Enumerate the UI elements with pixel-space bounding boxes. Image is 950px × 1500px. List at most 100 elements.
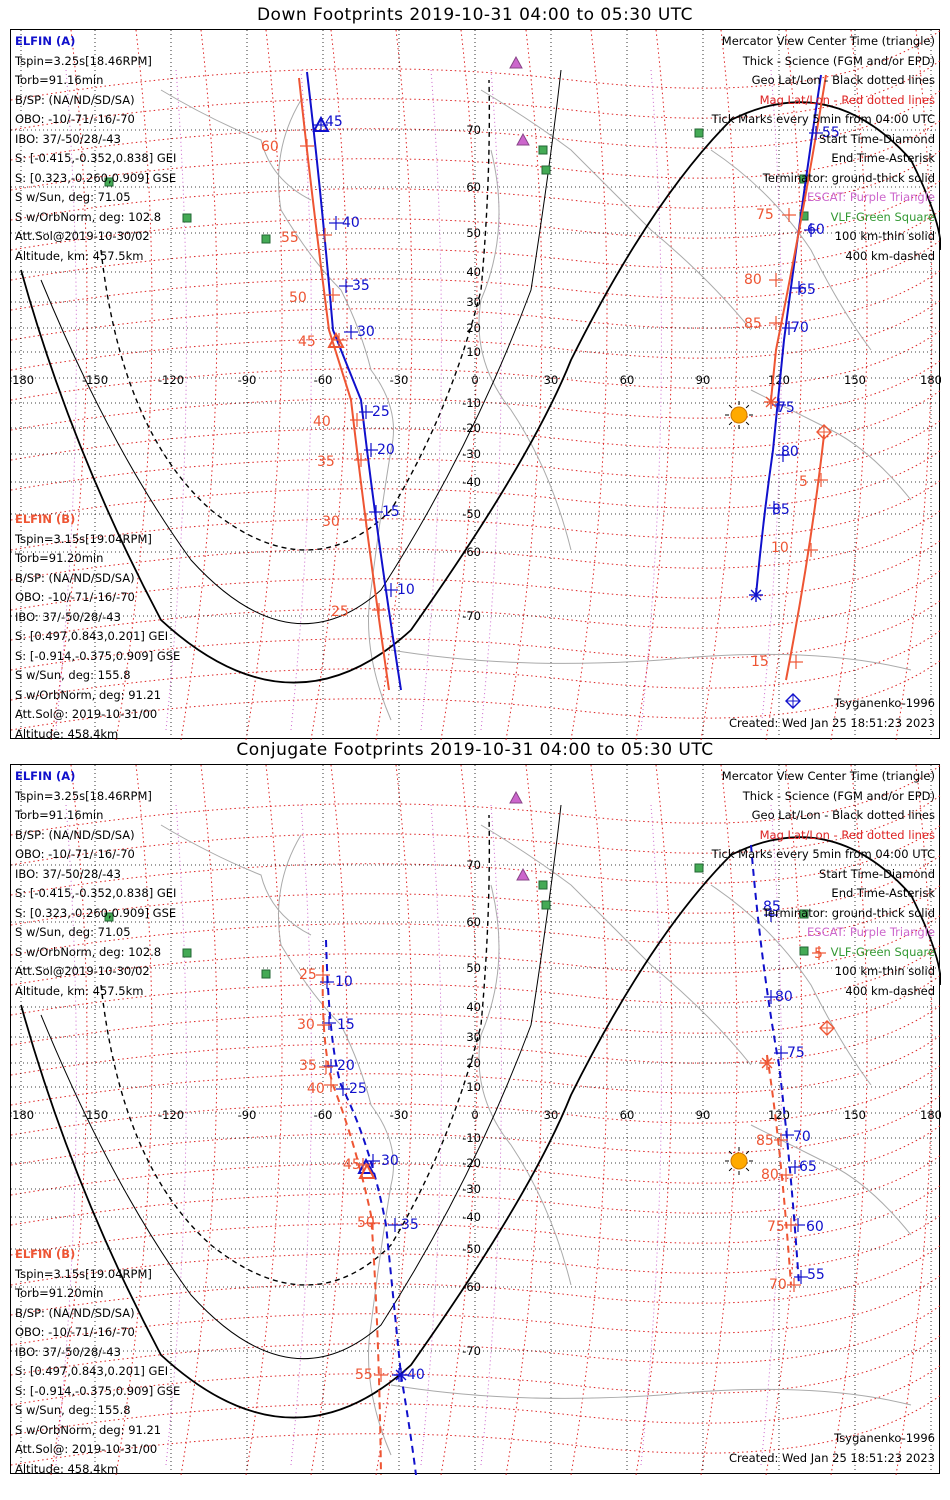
legend-line: End Time-Asterisk — [831, 151, 935, 165]
info-line: B/SP: (NA/ND/SD/SA) — [15, 92, 135, 107]
escat-line — [480, 804, 502, 1466]
info-line: IBO: 37/-50/28/-43 — [15, 866, 121, 881]
elfin-b-center-triangle — [358, 1162, 376, 1179]
legend-down: Mercator View Center Time (triangle) Thi… — [712, 32, 935, 266]
elfin-b-tick: 25 — [299, 967, 317, 983]
elfin-a-heading: ELFIN (A) — [15, 34, 76, 48]
lat-tick-label: 60 — [466, 180, 481, 194]
coastline — [278, 99, 394, 721]
info-line: B/SP: (NA/ND/SD/SA) — [15, 570, 135, 585]
elfin-b-tick: 30 — [322, 514, 340, 530]
legend-line: VLF-Green Square — [830, 944, 935, 959]
info-line: Altitude: 458.4km — [15, 726, 119, 741]
info-line: S: [-0.914,-0.375,0.909] GSE — [15, 648, 181, 663]
info-line: Torb=91.16min — [15, 808, 104, 822]
mag-lat-line — [11, 149, 941, 221]
info-line: Tspin=3.25s[18.46RPM] — [15, 53, 152, 68]
lat-tick-label: -10 — [462, 1131, 481, 1145]
info-line: S w/OrbNorm, deg: 91.21 — [15, 687, 162, 702]
legend-line: Tick Marks every 5min from 04:00 UTC — [711, 847, 935, 861]
mag-lon-line — [245, 30, 283, 740]
mag-lat-line — [11, 30, 941, 101]
elfin-a-center-triangle — [312, 115, 330, 132]
mag-lon-line — [115, 765, 153, 1475]
lat-tick-label: 50 — [466, 226, 481, 240]
info-line: Tspin=3.15s[19.04RPM] — [15, 1266, 152, 1281]
info-line: S w/OrbNorm, deg: 91.21 — [15, 1422, 162, 1437]
elfin-a-info-down: ELFIN (A) Tspin=3.25s[18.46RPM] Torb=91.… — [15, 32, 176, 266]
elfin-a-track-west — [325, 939, 417, 1475]
elfin-a-tick: 65 — [798, 282, 816, 298]
elfin-a-tick: 15 — [382, 504, 400, 520]
lat-tick-label: 40 — [466, 1000, 481, 1014]
elfin-b-tick: 75 — [767, 1219, 785, 1235]
elfin-b-tick: 45 — [298, 334, 316, 350]
lon-tick-label: 90 — [696, 373, 711, 387]
elfin-b-tick: 55 — [281, 230, 299, 246]
lat-tick-label: -40 — [462, 1210, 481, 1224]
lon-tick-label: -60 — [314, 373, 333, 387]
info-line: Tspin=3.25s[18.46RPM] — [15, 788, 152, 803]
elfin-a-tick: 85 — [763, 899, 781, 915]
elfin-b-track-east — [766, 1054, 792, 1286]
info-line: IBO: 37/-50/28/-43 — [15, 1344, 121, 1359]
elfin-a-tick: 40 — [342, 215, 360, 231]
legend-line: Mag Lat/Lon - Red dotted lines — [759, 92, 935, 107]
mag-lat-line — [11, 914, 941, 986]
info-line: OBO: -10/-71/-16/-70 — [15, 1325, 135, 1339]
lat-tick-label: 40 — [466, 265, 481, 279]
lon-tick-label: 150 — [844, 1108, 866, 1122]
end-asterisk — [395, 1369, 407, 1381]
escat-triangle — [516, 867, 530, 881]
panel-title-conj: Conjugate Footprints 2019-10-31 04:00 to… — [236, 740, 714, 760]
elfin-b-tick: 80 — [744, 272, 762, 288]
elfin-b-tick: 45 — [343, 1157, 361, 1173]
map-canvas-down: -180-150-120-90-60-300306090120150180706… — [11, 30, 941, 740]
mag-lon-line — [765, 30, 803, 740]
info-line: S: [-0.415,-0.352,0.838] GEI — [15, 886, 177, 900]
mag-lon-line — [570, 765, 608, 1475]
mag-lon-line — [505, 765, 543, 1475]
mag-lat-line — [11, 659, 941, 731]
mag-lon-line — [50, 765, 88, 1475]
sun-ray — [728, 421, 733, 426]
vlf-square — [261, 234, 271, 244]
elfin-a-tick: 80 — [775, 989, 793, 1005]
mag-lat-line — [11, 1064, 941, 1136]
elfin-a-tick: 10 — [397, 582, 415, 598]
elfin-a-tick: 25 — [349, 1081, 367, 1097]
elfin-b-tick: 10 — [771, 540, 789, 556]
elfin-b-tick: 85 — [756, 1133, 774, 1149]
lon-tick-label: -120 — [158, 1108, 184, 1122]
info-line: S: [-0.914,-0.375,0.909] GSE — [15, 1383, 181, 1398]
terminator-ground — [20, 101, 941, 684]
mag-lat-line — [11, 1304, 941, 1376]
elfin-b-track-west — [298, 77, 390, 691]
coastline — [710, 149, 872, 351]
elfin-b-tick: 35 — [317, 454, 335, 470]
mag-lat-line — [11, 329, 941, 401]
escat-triangle — [516, 132, 530, 146]
mag-lat-line — [11, 1184, 941, 1256]
escat-triangle — [509, 790, 523, 804]
lat-tick-label: -50 — [462, 507, 481, 521]
mag-lat-line — [11, 1274, 941, 1346]
elfin-b-tick: 70 — [769, 1277, 787, 1293]
lat-tick-label: -40 — [462, 475, 481, 489]
elfin-a-tick: 20 — [377, 442, 395, 458]
legend-line: Tick Marks every 5min from 04:00 UTC — [711, 112, 935, 126]
end-asterisk — [765, 396, 777, 408]
legend-line: 400 km-dashed — [845, 983, 935, 998]
vlf-square — [538, 145, 548, 155]
mag-lon-line — [245, 765, 283, 1475]
mag-lat-line — [11, 509, 941, 581]
elfin-a-tick: 15 — [337, 1017, 355, 1033]
elfin-a-tick: 25 — [372, 404, 390, 420]
lon-tick-label: 60 — [620, 373, 635, 387]
lon-tick-label: 30 — [544, 1108, 559, 1122]
lat-tick-label: 70 — [466, 858, 481, 872]
elfin-a-tick: 75 — [777, 400, 795, 416]
lat-tick-label: -70 — [462, 1344, 481, 1358]
elfin-a-track-east — [755, 74, 822, 596]
info-line: S w/OrbNorm, deg: 102.8 — [15, 209, 162, 224]
